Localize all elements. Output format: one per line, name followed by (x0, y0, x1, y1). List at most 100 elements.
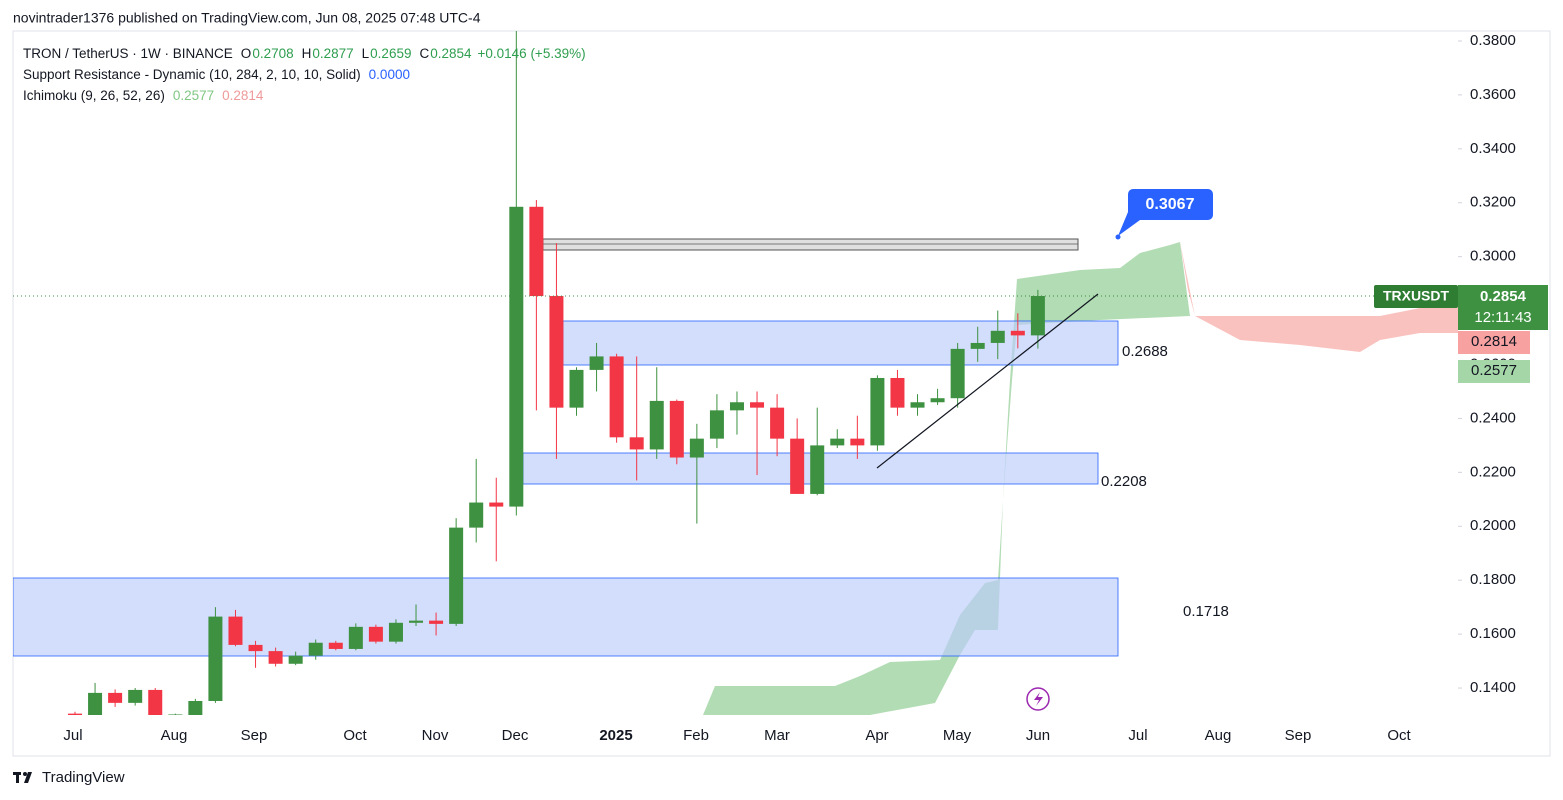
x-tick-label: Mar (764, 727, 790, 744)
legend-item: H (302, 46, 312, 61)
y-tick-label: 0.3800 (1470, 32, 1516, 49)
candle-body (870, 377, 885, 446)
candle-body (228, 616, 243, 645)
legend-line: Ichimoku (9, 26, 52, 26) 0.2577 0.2814 (23, 88, 264, 103)
candle-body (148, 689, 163, 715)
candle-body (709, 410, 724, 439)
legend-item: 0.2577 (173, 88, 214, 103)
candle-body (208, 616, 223, 701)
ichimoku-tag (1458, 360, 1530, 383)
callout-dot (1115, 234, 1121, 240)
zone (13, 577, 1119, 657)
candle-body (930, 398, 945, 403)
candle-body (108, 692, 123, 703)
candle-body (489, 502, 504, 507)
y-tick-label: 0.2000 (1470, 517, 1516, 534)
candle-body (509, 206, 524, 507)
candle-body (328, 642, 343, 649)
candle-body (268, 651, 283, 664)
candle-body (910, 402, 925, 408)
legend-item: 0.2877 (312, 46, 353, 61)
x-tick-label: Aug (1205, 727, 1232, 744)
legend-item: TRON / TetherUS · 1W · BINANCE (23, 46, 233, 61)
x-tick-label: Jun (1026, 727, 1050, 744)
candle-body (308, 642, 323, 656)
candle-body (589, 356, 604, 370)
x-tick-label: Feb (683, 727, 709, 744)
candle-body (549, 296, 564, 408)
zone (562, 320, 1119, 366)
symbol-tag (1374, 285, 1458, 308)
y-tick-label: 0.2400 (1470, 409, 1516, 426)
callout-pointer (1118, 212, 1140, 236)
candle-body (409, 620, 424, 623)
legend-item: +0.0146 (+5.39%) (478, 46, 586, 61)
x-tick-label: Sep (241, 727, 268, 744)
y-tick-label: 0.3600 (1470, 86, 1516, 103)
candle-body (368, 626, 383, 642)
candle-body (88, 692, 103, 715)
footer-brand: TradingView (42, 769, 125, 786)
candle-body (689, 438, 704, 458)
x-tick-label: Jul (63, 727, 82, 744)
y-tick-label: 0.3400 (1470, 140, 1516, 157)
ichimoku-tag-label: 0.2814 (1471, 333, 1517, 350)
price-tag (1458, 285, 1548, 330)
ichimoku-cloud-bear (1180, 242, 1458, 352)
candle-body (810, 445, 825, 494)
ichimoku-tag-label: 0.2577 (1471, 362, 1517, 379)
candle-body (168, 714, 183, 715)
candle-body (609, 356, 624, 438)
candle-body (629, 437, 644, 450)
candle-body (649, 400, 664, 450)
legend-item: 0.2708 (252, 46, 293, 61)
zone-label: 0.1718 (1183, 603, 1229, 620)
legend-item: 0.2854 (430, 46, 472, 61)
y-tick-label: 0.1800 (1470, 571, 1516, 588)
candle-body (68, 713, 82, 715)
y-tick-label: 0.3200 (1470, 194, 1516, 211)
candle-body (750, 402, 765, 408)
y-tick-label: 0.2200 (1470, 463, 1516, 480)
countdown-label: 12:11:43 (1474, 309, 1531, 326)
legend-item: O (241, 46, 252, 61)
candle-body (288, 655, 303, 664)
x-tick-label: 2025 (599, 727, 632, 744)
candle-body (970, 342, 985, 349)
x-tick-label: Nov (422, 727, 449, 744)
plot-area (13, 31, 1458, 715)
candle-body (449, 527, 464, 624)
logo-part (24, 772, 32, 783)
event-icon-bolt (1034, 692, 1043, 706)
legend-item: 0.2659 (370, 46, 411, 61)
candle-body (388, 622, 403, 642)
x-tick-label: Dec (502, 727, 529, 744)
candle-body (529, 206, 544, 297)
legend-item: L (362, 46, 370, 61)
candle-body (850, 438, 865, 446)
legend-item: Ichimoku (9, 26, 52, 26) (23, 88, 165, 103)
legend: TRON / TetherUS · 1W · BINANCE O0.2708 H0.… (23, 46, 586, 103)
ichimoku-cloud-bull (703, 242, 1190, 715)
trend-line (876, 293, 1099, 469)
candles (13, 31, 1458, 715)
x-tick-label: May (943, 727, 972, 744)
candle-body (469, 502, 484, 528)
candle-body (128, 689, 143, 703)
candle-body (890, 377, 905, 408)
legend-item: Support Resistance - Dynamic (10, 284, 2… (23, 67, 361, 82)
legend-item: 0.0000 (369, 67, 410, 82)
callout-box (1128, 189, 1213, 220)
footer-logo (13, 772, 32, 783)
candle-body (950, 348, 965, 399)
candle-body (429, 620, 444, 624)
y-tick-label: 0.1400 (1470, 679, 1516, 696)
candle-body (729, 402, 744, 411)
resistance-zone (542, 238, 1079, 251)
legend-line: TRON / TetherUS · 1W · BINANCE O0.2708 H0.… (23, 46, 586, 61)
x-tick-label: Apr (865, 727, 888, 744)
attribution: novintrader1376 published on TradingView… (13, 10, 481, 26)
candle-body (669, 400, 684, 458)
